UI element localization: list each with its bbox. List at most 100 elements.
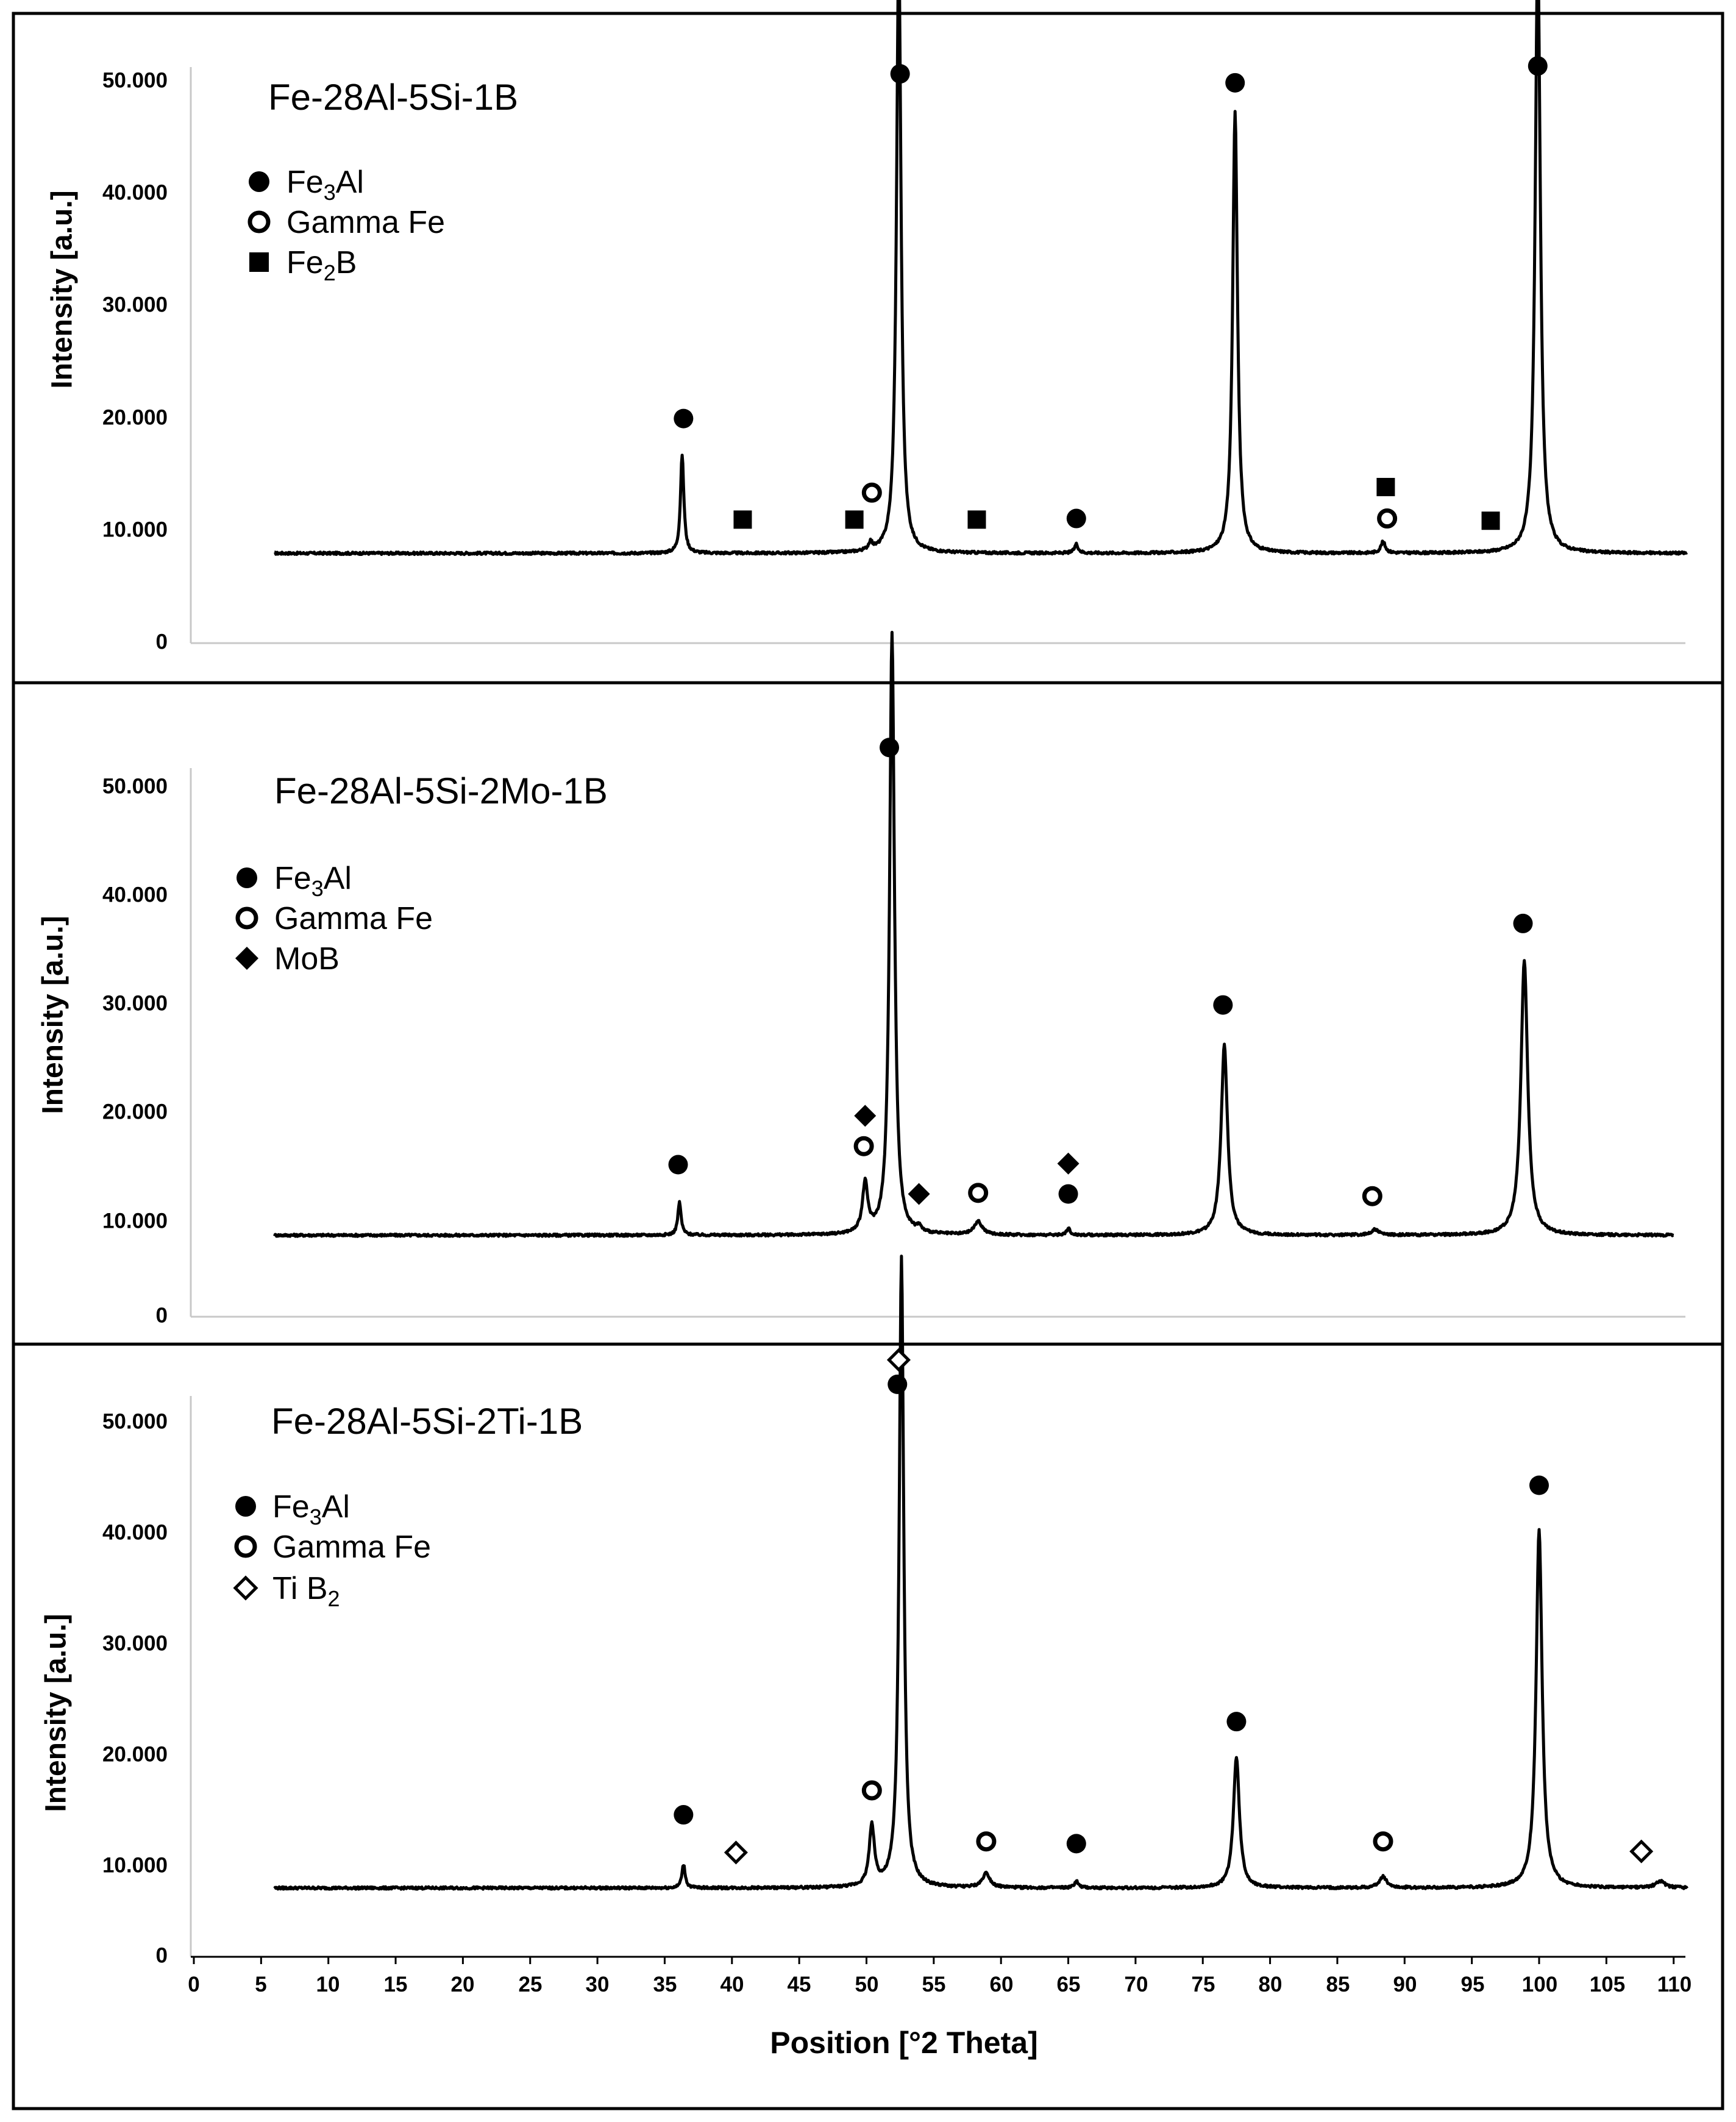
- legend-label-gamma-fe: Gamma Fe: [272, 1529, 431, 1565]
- y-tick-label: 0: [156, 1943, 168, 1967]
- legend-label-fe2b: Fe2B: [286, 245, 357, 285]
- phase-marker-filled-circle: [1225, 73, 1245, 93]
- x-tick-label: 85: [1326, 1973, 1350, 1996]
- x-tick-marks: [193, 1957, 1675, 1964]
- x-tick-label: 30: [586, 1973, 610, 1996]
- diffraction-pattern: [273, 630, 1675, 1238]
- panel-3-frame: [12, 1342, 1724, 2110]
- y-tick-label: 10.000: [102, 1853, 168, 1877]
- phase-marker-filled-circle: [880, 738, 900, 758]
- phase-marker-filled-circle: [668, 1155, 688, 1175]
- phase-marker-open-circle: [861, 1780, 882, 1801]
- panel-1: 0 10.000 20.000 30.000 40.000 50.000 Int…: [46, 0, 1688, 653]
- y-tick-label: 10.000: [102, 518, 168, 541]
- y-tick-labels: 0 10.000 20.000 30.000 40.000 50.000: [102, 68, 168, 653]
- legend-marker-filled-circle: [237, 867, 257, 888]
- panel-3: 0 10.000 20.000 30.000 40.000 50.000 Int…: [40, 1255, 1692, 2060]
- y-tick-label: 50.000: [102, 774, 168, 798]
- legend-label-mob: MoB: [274, 941, 340, 977]
- x-tick-label: 35: [653, 1973, 677, 1996]
- phase-marker-filled-square: [1481, 511, 1500, 530]
- y-axis-label: Intensity [a.u.]: [46, 190, 79, 388]
- x-tick-label: 105: [1590, 1973, 1625, 1996]
- x-tick-label: 75: [1192, 1973, 1215, 1996]
- y-tick-label: 40.000: [102, 883, 168, 906]
- legend-marker-open-circle: [247, 210, 271, 233]
- phase-marker-filled-circle: [1066, 1834, 1086, 1854]
- phase-marker-filled-circle: [674, 1805, 694, 1825]
- legend-marker-open-circle: [234, 1535, 257, 1558]
- y-tick-label: 10.000: [102, 1209, 168, 1233]
- phase-marker-open-diamond: [1629, 1839, 1654, 1864]
- y-tick-labels: 0 10.000 20.000 30.000 40.000 50.000: [102, 774, 168, 1327]
- x-tick-label: 25: [519, 1973, 542, 1996]
- x-tick-label: 10: [316, 1973, 340, 1996]
- x-tick-label: 100: [1522, 1973, 1557, 1996]
- legend: Fe3Al Gamma Fe Fe2B: [247, 165, 445, 285]
- y-tick-labels: 0 10.000 20.000 30.000 40.000 50.000: [102, 1409, 168, 1967]
- phase-marker-filled-diamond: [854, 1105, 877, 1127]
- x-axis-label: Position [°2 Theta]: [770, 2026, 1037, 2060]
- phase-marker-open-circle: [976, 1831, 997, 1852]
- phase-marker-filled-circle: [890, 64, 910, 84]
- y-tick-label: 30.000: [102, 1631, 168, 1655]
- x-tick-label: 65: [1057, 1973, 1081, 1996]
- x-tick-label: 55: [922, 1973, 946, 1996]
- x-tick-label: 0: [188, 1973, 199, 1996]
- x-tick-label: 60: [990, 1973, 1014, 1996]
- diffraction-pattern: [273, 1255, 1688, 1891]
- legend-marker-open-diamond: [233, 1575, 258, 1601]
- x-tick-label: 20: [451, 1973, 475, 1996]
- panel-title: Fe-28Al-5Si-2Ti-1B: [271, 1401, 583, 1442]
- x-tick-label: 15: [384, 1973, 408, 1996]
- y-tick-label: 20.000: [102, 1742, 168, 1766]
- y-tick-label: 0: [156, 630, 168, 653]
- x-tick-label: 45: [788, 1973, 811, 1996]
- phase-marker-filled-circle: [1513, 913, 1533, 933]
- legend-label-gamma-fe: Gamma Fe: [286, 205, 445, 240]
- legend-label-fe3al: Fe3Al: [274, 861, 352, 901]
- diffraction-pattern: [274, 0, 1688, 557]
- phase-marker-open-circle: [1373, 1831, 1393, 1852]
- phase-marker-open-diamond: [724, 1840, 748, 1865]
- phase-marker-filled-square: [1376, 477, 1395, 496]
- panel-title: Fe-28Al-5Si-2Mo-1B: [274, 771, 608, 811]
- phase-markers: [674, 1348, 1654, 1865]
- y-axis-label: Intensity [a.u.]: [40, 1614, 73, 1812]
- phase-markers: [674, 56, 1548, 530]
- x-tick-label: 50: [855, 1973, 879, 1996]
- y-tick-label: 50.000: [102, 68, 168, 92]
- y-tick-label: 0: [156, 1303, 168, 1327]
- x-tick-label: 95: [1461, 1973, 1485, 1996]
- legend-marker-filled-diamond: [235, 947, 258, 970]
- phase-marker-open-circle: [1362, 1186, 1382, 1206]
- panel-title: Fe-28Al-5Si-1B: [268, 77, 518, 118]
- legend-marker-open-circle: [235, 906, 258, 930]
- phase-marker-filled-circle: [1066, 508, 1086, 529]
- phase-marker-filled-circle: [1213, 995, 1233, 1015]
- phase-marker-filled-circle: [1226, 1712, 1247, 1732]
- phase-marker-filled-circle: [1529, 1475, 1549, 1495]
- y-tick-label: 20.000: [102, 1100, 168, 1123]
- legend-marker-filled-square: [249, 252, 269, 272]
- y-tick-label: 30.000: [102, 991, 168, 1015]
- phase-marker-open-circle: [861, 482, 882, 503]
- x-tick-label: 5: [255, 1973, 266, 1996]
- legend-label-tib2: Ti B2: [272, 1571, 340, 1611]
- phase-marker-open-circle: [853, 1136, 874, 1156]
- phase-marker-open-circle: [968, 1183, 989, 1203]
- x-tick-label: 40: [720, 1973, 744, 1996]
- phase-marker-filled-diamond: [1057, 1152, 1080, 1175]
- phase-marker-filled-diamond: [908, 1183, 930, 1205]
- phase-markers: [668, 738, 1533, 1206]
- legend-label-gamma-fe: Gamma Fe: [274, 901, 433, 936]
- x-tick-label: 90: [1393, 1973, 1417, 1996]
- phase-marker-open-diamond: [886, 1348, 911, 1372]
- legend-marker-filled-circle: [249, 171, 269, 192]
- y-tick-label: 30.000: [102, 293, 168, 316]
- phase-marker-filled-square: [733, 510, 752, 529]
- phase-marker-filled-circle: [1528, 56, 1548, 76]
- y-tick-label: 40.000: [102, 1520, 168, 1544]
- legend-label-fe3al: Fe3Al: [286, 165, 364, 205]
